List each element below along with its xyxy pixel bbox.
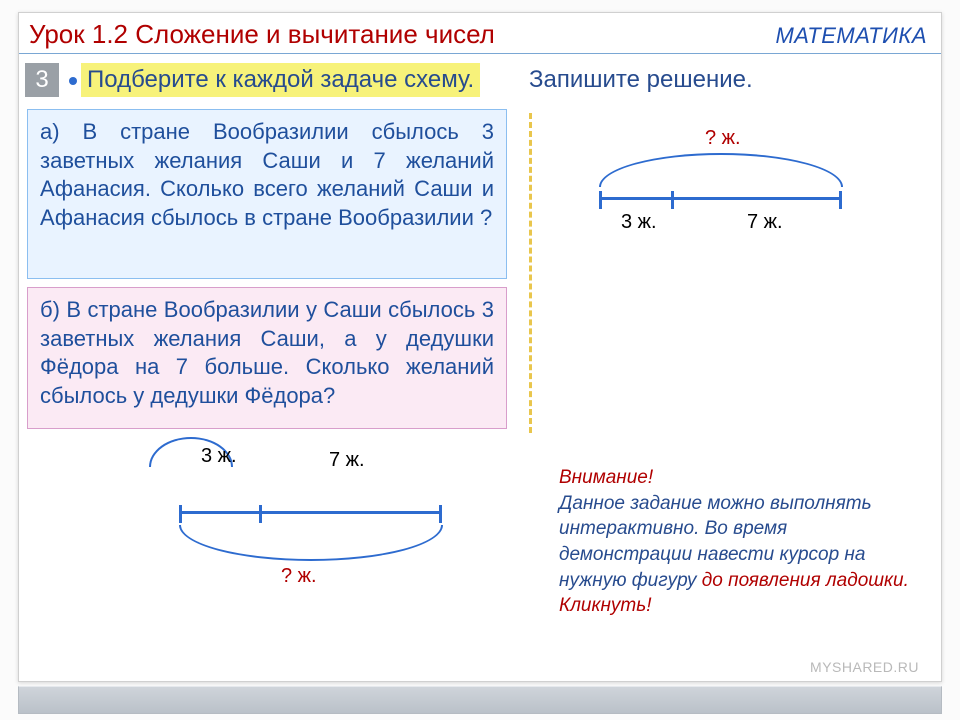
tick [671, 191, 674, 209]
instruction-rest: Запишите решение. [529, 63, 753, 97]
label-total-unknown: ? ж. [281, 565, 317, 588]
diagram-compare[interactable]: 3 ж. 7 ж. ? ж. [149, 437, 509, 597]
segment-axis [179, 511, 439, 514]
tick [599, 191, 602, 209]
footer-bar [18, 686, 942, 714]
task-number-badge: 3 [25, 63, 59, 97]
label-part-1: 3 ж. [621, 211, 657, 234]
lesson-title: Урок 1.2 Сложение и вычитание чисел [29, 19, 495, 50]
vertical-divider [529, 113, 532, 433]
header-divider [19, 53, 941, 54]
label-small: 3 ж. [201, 445, 237, 468]
subject-label: МАТЕМАТИКА [775, 23, 927, 49]
slide: Урок 1.2 Сложение и вычитание чисел МАТЕ… [18, 12, 942, 682]
instruction-highlight: Подберите к каждой задаче схему. [81, 63, 480, 97]
problem-b[interactable]: б) В стране Вообразилии у Саши сбылось 3… [27, 287, 507, 429]
segment-axis [599, 197, 839, 200]
diagram-sum[interactable]: ? ж. 3 ж. 7 ж. [579, 133, 879, 243]
label-extra: 7 ж. [329, 449, 365, 472]
hint-note: Внимание! Данное задание можно выполнять… [559, 465, 919, 619]
brace-total [179, 525, 443, 561]
tick [439, 505, 442, 523]
label-part-2: 7 ж. [747, 211, 783, 234]
tick [179, 505, 182, 523]
problem-a[interactable]: а) В стране Вообразилии сбылось 3 заветн… [27, 109, 507, 279]
label-total-unknown: ? ж. [705, 127, 741, 150]
watermark: MYSHARED.RU [810, 659, 919, 675]
bullet-icon [69, 77, 77, 85]
tick [259, 505, 262, 523]
brace-total [599, 153, 843, 187]
note-attention: Внимание! [559, 467, 653, 488]
tick [839, 191, 842, 209]
